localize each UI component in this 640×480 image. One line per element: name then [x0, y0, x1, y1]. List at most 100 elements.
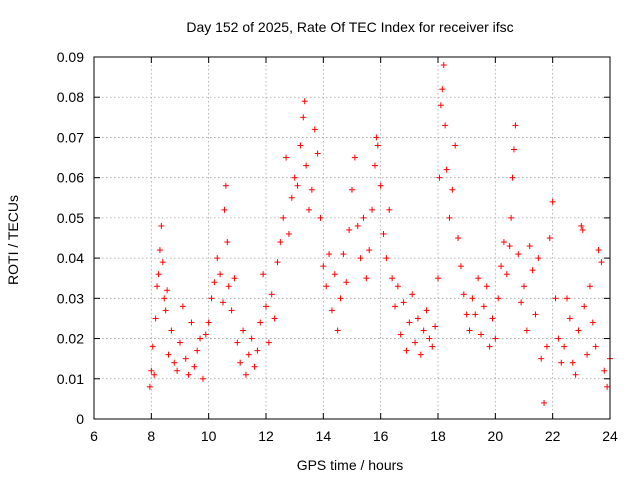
data-point: [515, 251, 522, 258]
data-point: [489, 315, 496, 322]
data-point: [308, 186, 315, 193]
data-point: [440, 62, 447, 69]
data-point: [199, 375, 206, 382]
data-point: [205, 319, 212, 326]
data-point: [357, 255, 364, 262]
tick-layer: [93, 56, 611, 420]
data-point: [457, 263, 464, 270]
x-tick-label: 16: [373, 428, 389, 444]
data-point: [158, 222, 165, 229]
data-point: [154, 283, 161, 290]
data-point: [377, 182, 384, 189]
data-point: [242, 371, 249, 378]
data-point: [409, 291, 416, 298]
data-point: [564, 295, 570, 302]
data-point: [480, 303, 487, 310]
data-point: [202, 331, 209, 338]
data-point: [337, 295, 344, 302]
data-point: [466, 327, 473, 334]
data-point: [159, 259, 166, 266]
x-tick-label: 24: [602, 428, 618, 444]
data-point: [346, 226, 353, 233]
data-point: [581, 303, 588, 310]
y-tick-label: 0.04: [57, 250, 84, 266]
y-tick-label: 0.01: [57, 371, 84, 387]
data-point: [555, 335, 562, 342]
data-point: [301, 98, 308, 105]
data-point: [604, 383, 611, 390]
data-point: [532, 311, 539, 318]
data-point: [277, 239, 284, 246]
data-point: [561, 343, 568, 350]
x-tick-label: 8: [147, 428, 155, 444]
data-point: [288, 194, 295, 201]
data-point: [439, 86, 446, 93]
data-point: [578, 222, 585, 229]
data-point: [260, 271, 267, 278]
data-point: [460, 291, 467, 298]
data-point: [436, 174, 443, 181]
data-point: [569, 359, 576, 366]
data-point: [155, 271, 162, 278]
data-point: [526, 243, 533, 250]
data-point: [371, 162, 378, 169]
data-point: [328, 307, 335, 314]
data-point: [152, 315, 159, 322]
data-point: [162, 307, 169, 314]
data-point: [148, 367, 155, 374]
data-point: [161, 295, 168, 302]
y-tick-label: 0.09: [57, 49, 84, 65]
data-point: [360, 214, 367, 221]
data-point: [234, 339, 241, 346]
data-point: [498, 263, 505, 270]
x-tick-label: 20: [488, 428, 504, 444]
data-point: [349, 186, 355, 193]
grid-layer: [94, 57, 610, 419]
data-point: [224, 239, 231, 246]
data-point: [291, 174, 298, 181]
data-point: [535, 255, 542, 262]
data-point: [500, 239, 507, 246]
data-point: [472, 311, 479, 318]
data-point: [164, 287, 171, 294]
data-point: [386, 206, 393, 213]
data-point: [478, 331, 484, 338]
data-point: [317, 214, 324, 221]
data-point: [283, 154, 290, 161]
data-point: [518, 299, 525, 306]
data-point: [231, 275, 238, 282]
data-point: [521, 283, 527, 290]
data-point: [475, 275, 482, 282]
data-point: [363, 275, 370, 282]
data-point: [314, 150, 321, 157]
data-point: [437, 102, 444, 109]
data-point: [383, 255, 390, 262]
data-point: [389, 275, 396, 282]
data-point: [397, 331, 404, 338]
data-point: [297, 142, 304, 149]
x-axis-label: GPS time / hours: [297, 457, 404, 473]
data-point: [463, 311, 470, 318]
data-point: [503, 271, 510, 278]
data-point: [455, 235, 462, 241]
data-point: [300, 114, 307, 121]
data-point: [146, 383, 153, 390]
data-point: [492, 335, 499, 342]
data-point: [274, 259, 281, 266]
y-axis-label: ROTI / TECUs: [5, 195, 21, 285]
data-point: [197, 335, 204, 342]
data-point: [351, 154, 358, 161]
data-point: [400, 299, 407, 306]
data-point: [483, 283, 490, 290]
data-point: [512, 122, 519, 129]
data-point: [156, 247, 163, 254]
data-point: [320, 263, 327, 270]
data-point: [579, 226, 586, 233]
data-point: [182, 355, 189, 362]
data-point: [221, 206, 228, 213]
data-point: [334, 327, 341, 334]
data-point: [285, 230, 292, 237]
data-point: [595, 247, 602, 254]
y-tick-label: 0.05: [57, 210, 84, 226]
